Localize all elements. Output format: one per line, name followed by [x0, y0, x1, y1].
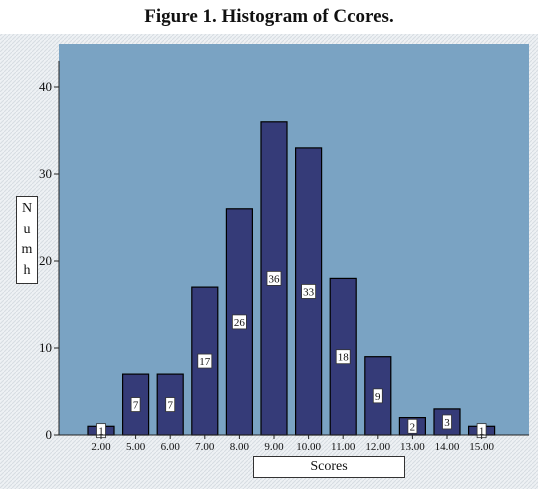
data-label: 9	[375, 391, 381, 403]
x-tick-label: 7.00	[195, 441, 215, 453]
data-label: 1	[98, 426, 104, 438]
x-axis-label: Scores	[253, 456, 405, 478]
data-label: 26	[234, 317, 246, 329]
data-label-box	[231, 314, 247, 330]
data-label: 7	[167, 400, 173, 412]
data-label: 17	[199, 356, 211, 368]
y-axis-label-letter: m	[21, 242, 33, 258]
x-tick-label: 9.00	[264, 441, 284, 453]
y-tick-label: 0	[46, 427, 53, 442]
y-tick-label: 20	[39, 253, 52, 268]
data-label-box	[266, 270, 282, 286]
data-label: 18	[338, 352, 350, 364]
data-label: 2	[410, 421, 416, 433]
y-axis: 0 10 20 30 40	[39, 60, 60, 442]
bars-group	[87, 121, 496, 436]
data-label-box	[372, 388, 383, 404]
data-label: 3	[444, 417, 450, 429]
data-label-box	[335, 349, 351, 365]
y-axis-label-letter: u	[23, 221, 31, 237]
x-tick-label: 8.00	[230, 441, 250, 453]
y-axis-label-letter: N	[21, 201, 33, 217]
x-tick-label: 11.00	[331, 441, 356, 453]
y-tick-label: 40	[39, 79, 52, 94]
data-label-box	[165, 397, 176, 412]
data-label-box	[130, 397, 141, 412]
x-tick-label: 15.00	[469, 441, 494, 453]
plot-area	[59, 44, 529, 435]
x-axis-ticks: 2.00 5.00 6.00 7.00 8.00 9.00 10.00 11.00 12.00 1…	[59, 434, 529, 453]
x-tick-label: 2.00	[91, 441, 111, 453]
data-label-box	[442, 414, 452, 430]
data-label: 7	[133, 400, 139, 412]
x-tick-label: 10.00	[296, 441, 321, 453]
x-tick-label: 5.00	[126, 441, 146, 453]
data-label: 33	[303, 286, 315, 298]
data-label-box	[301, 284, 317, 299]
x-tick-label: 6.00	[161, 441, 181, 453]
x-tick-label: 13.00	[400, 441, 425, 453]
data-label: 36	[269, 273, 281, 285]
x-tick-label: 14.00	[435, 441, 460, 453]
data-label-box	[197, 353, 213, 369]
data-label: 1	[479, 426, 485, 438]
y-tick-label: 30	[39, 166, 52, 181]
y-axis-label-letter: h	[23, 262, 31, 278]
y-tick-label: 10	[39, 340, 52, 355]
x-tick-label: 12.00	[365, 441, 390, 453]
chart-title: Figure 1. Histogram of Ccores.	[144, 6, 394, 27]
data-label-box	[407, 418, 418, 434]
